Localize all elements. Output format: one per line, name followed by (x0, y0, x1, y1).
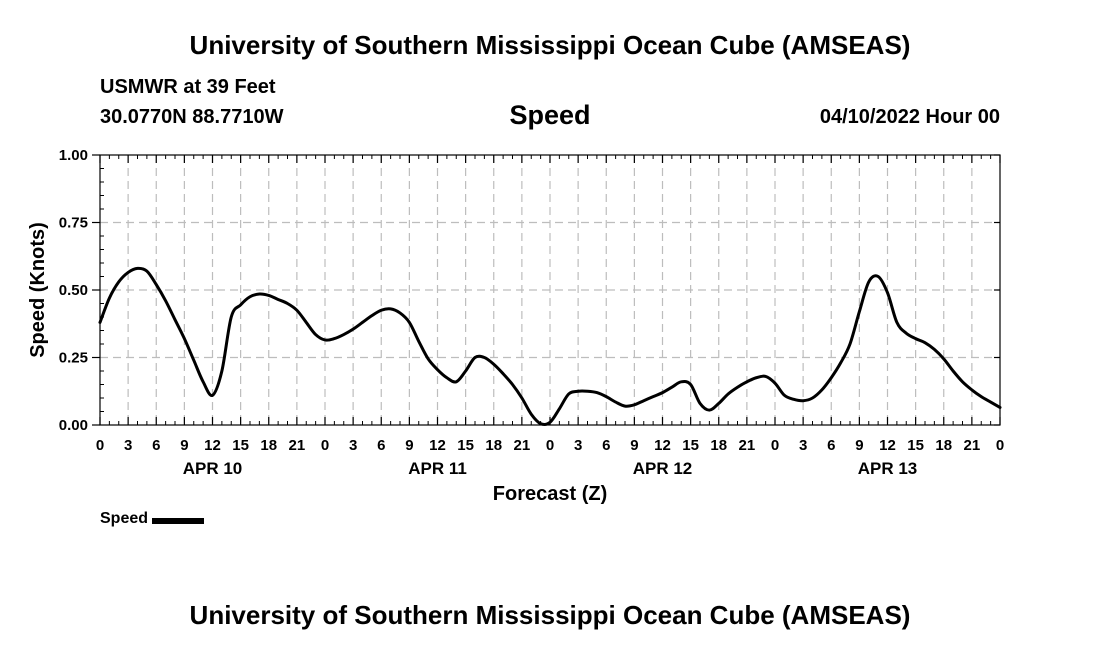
x-tick-label: 15 (457, 437, 474, 454)
x-tick-label: 0 (771, 437, 779, 454)
x-tick-label: 12 (429, 437, 446, 454)
x-tick-label: 18 (260, 437, 277, 454)
y-axis-label: Speed (Knots) (27, 222, 49, 358)
x-tick-label: 18 (485, 437, 502, 454)
x-tick-label: 9 (855, 437, 863, 454)
legend-label: Speed (100, 510, 149, 527)
y-tick-label: 0.75 (59, 215, 88, 232)
x-tick-label: 3 (799, 437, 807, 454)
y-tick-label: 0.25 (59, 350, 88, 367)
speed-series-line (98, 266, 1002, 426)
day-label: APR 13 (858, 459, 918, 478)
x-tick-label: 6 (602, 437, 610, 454)
footer-title: University of Southern Mississippi Ocean… (189, 600, 911, 630)
x-tick-label: 9 (405, 437, 413, 454)
x-tick-label: 0 (96, 437, 104, 454)
x-tick-label: 9 (630, 437, 638, 454)
axis-labels: 0 3 6 9 12 15 18 21 0 3 6 9 12 15 18 21 0 3 6 9 12 15 18 21 0 3 6 9… (59, 147, 1004, 478)
x-tick-label: 12 (204, 437, 221, 454)
x-tick-label: 0 (546, 437, 554, 454)
y-tick-label: 0.00 (59, 417, 88, 434)
x-tick-label: 18 (710, 437, 727, 454)
x-tick-label: 21 (739, 437, 756, 454)
x-tick-label: 15 (907, 437, 924, 454)
grid (100, 155, 1000, 425)
plot-frame (99, 154, 1001, 426)
x-axis-label: Forecast (Z) (493, 483, 607, 505)
x-tick-label: 0 (996, 437, 1004, 454)
station-label: USMWR at 39 Feet (100, 76, 276, 98)
day-label: APR 10 (183, 459, 243, 478)
y-tick-label: 0.50 (59, 282, 88, 299)
x-tick-label: 6 (152, 437, 160, 454)
day-label: APR 12 (633, 459, 693, 478)
x-tick-label: 3 (574, 437, 582, 454)
day-label: APR 11 (408, 459, 467, 478)
date-label: 04/10/2022 Hour 00 (819, 106, 1000, 128)
x-tick-label: 0 (321, 437, 329, 454)
page-title: University of Southern Mississippi Ocean… (189, 30, 911, 60)
x-tick-label: 12 (879, 437, 896, 454)
x-tick-label: 18 (935, 437, 952, 454)
x-tick-label: 9 (180, 437, 188, 454)
legend: Speed (100, 510, 205, 528)
coordinates-label: 30.0770N 88.7710W (100, 106, 284, 128)
x-tick-label: 6 (827, 437, 835, 454)
y-tick-label: 1.00 (59, 147, 88, 164)
x-tick-label: 15 (682, 437, 699, 454)
x-tick-label: 15 (232, 437, 249, 454)
legend-swatch (152, 517, 205, 524)
chart-title: Speed (509, 100, 591, 130)
x-tick-label: 3 (349, 437, 357, 454)
x-tick-label: 21 (514, 437, 531, 454)
x-tick-label: 6 (377, 437, 385, 454)
x-tick-label: 3 (124, 437, 132, 454)
x-tick-label: 12 (654, 437, 671, 454)
x-tick-label: 21 (289, 437, 306, 454)
x-tick-label: 21 (964, 437, 981, 454)
